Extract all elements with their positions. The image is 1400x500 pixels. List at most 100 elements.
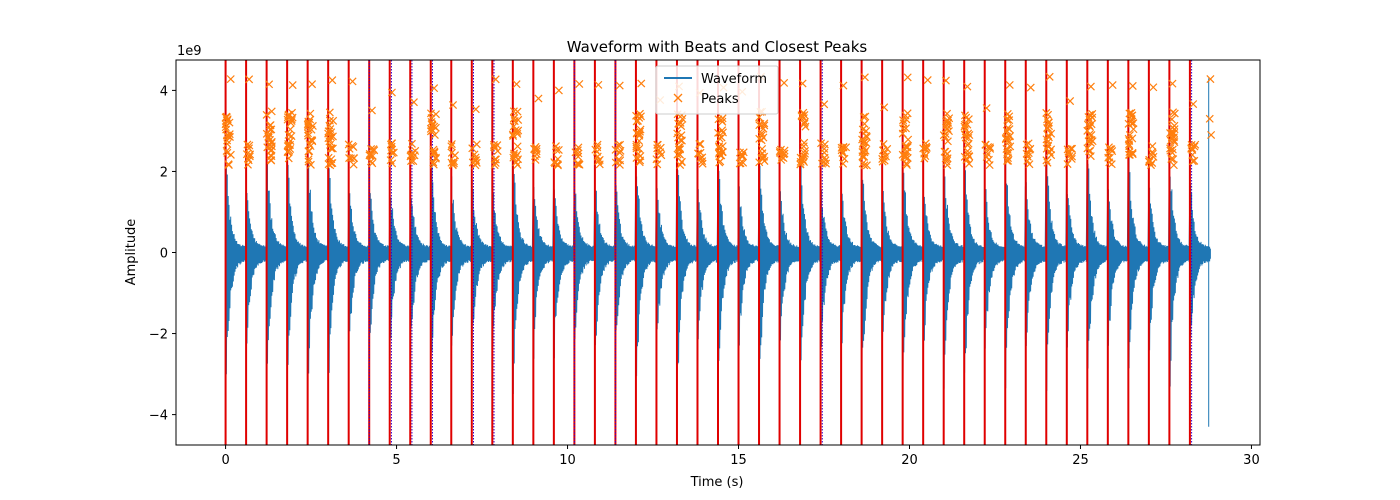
legend: Waveform Peaks <box>655 65 779 115</box>
peak-marker <box>573 159 582 168</box>
peak-marker <box>921 145 930 154</box>
legend-waveform-label: Waveform <box>701 72 767 87</box>
peak-marker <box>800 119 809 128</box>
peak-marker <box>1125 140 1134 149</box>
peak-marker <box>471 105 480 114</box>
peak-marker <box>1168 148 1177 157</box>
peak-marker <box>1042 108 1051 117</box>
peak-marker <box>1206 75 1215 84</box>
peak-marker <box>304 117 313 126</box>
peak-marker <box>1085 147 1094 156</box>
peak-marker <box>696 148 705 157</box>
peak-marker <box>553 160 562 169</box>
peak-marker <box>695 139 704 149</box>
peak-marker <box>963 82 972 91</box>
peak-markers <box>221 72 1216 170</box>
peak-marker <box>510 114 519 123</box>
peak-marker <box>531 145 540 154</box>
peak-marker <box>984 143 993 152</box>
peak-marker <box>430 148 439 157</box>
peak-marker <box>491 75 500 84</box>
peak-marker <box>286 125 295 134</box>
peak-marker <box>798 79 807 88</box>
peak-marker <box>983 149 992 158</box>
peak-marker <box>637 79 646 88</box>
peak-marker <box>1125 136 1134 145</box>
peak-marker <box>1191 140 1200 149</box>
peak-marker <box>431 153 440 162</box>
peak-marker <box>674 145 683 154</box>
peak-marker <box>573 146 582 155</box>
peak-marker <box>307 125 316 134</box>
peak-marker <box>594 80 603 89</box>
peak-marker <box>327 159 336 168</box>
peak-marker <box>449 159 458 168</box>
peak-marker <box>346 154 355 163</box>
peak-marker <box>246 150 255 159</box>
peak-marker <box>860 119 869 128</box>
x-axis-label: Time (s) <box>690 475 744 490</box>
peak-marker <box>880 103 889 112</box>
peak-marker <box>796 160 805 169</box>
peak-marker <box>243 140 252 149</box>
peak-marker <box>304 125 313 134</box>
peak-marker <box>1107 160 1116 169</box>
peak-marker <box>735 159 744 168</box>
peak-marker <box>534 94 543 103</box>
peak-marker <box>308 80 317 89</box>
peak-marker <box>365 149 374 158</box>
peak-marker <box>964 133 973 142</box>
peak-marker <box>717 151 726 160</box>
peak-marker <box>673 129 682 138</box>
peak-marker <box>226 75 235 84</box>
peak-marker <box>265 141 274 150</box>
peak-marker <box>426 127 435 136</box>
peak-marker <box>427 113 436 123</box>
peak-marker <box>491 158 500 167</box>
peak-marker <box>265 80 274 89</box>
peak-marker <box>223 116 232 125</box>
peak-marker <box>266 155 275 164</box>
peak-marker <box>757 136 766 145</box>
peak-marker <box>677 122 686 131</box>
peak-marker <box>1167 130 1176 139</box>
peak-marker <box>304 155 313 164</box>
peak-marker <box>245 75 254 84</box>
peak-marker <box>407 139 416 148</box>
peak-marker <box>839 148 848 157</box>
peak-marker <box>797 112 806 121</box>
peak-marker <box>820 144 829 153</box>
peak-marker <box>1002 144 1011 153</box>
peak-marker <box>862 139 871 148</box>
peak-marker <box>860 143 869 152</box>
peak-marker <box>901 124 910 133</box>
peak-marker <box>759 124 768 133</box>
peak-marker <box>1003 156 1012 165</box>
peak-marker <box>267 107 276 116</box>
peak-marker <box>348 77 357 86</box>
peak-marker <box>800 146 810 155</box>
peak-marker <box>328 144 337 153</box>
peak-marker <box>965 159 974 168</box>
peak-marker <box>513 129 522 138</box>
peak-marker <box>963 147 972 156</box>
peak-marker <box>757 129 766 138</box>
peak-marker <box>1170 121 1179 130</box>
x-axis-ticks: 0 5 10 15 20 25 30 <box>221 445 1260 468</box>
y-tick-label: −2 <box>149 328 168 343</box>
peak-marker <box>1169 108 1178 117</box>
peak-marker <box>1088 109 1097 118</box>
peak-marker <box>634 149 643 158</box>
peak-marker <box>1045 148 1054 157</box>
peak-marker <box>1128 81 1137 90</box>
peak-marker <box>1044 131 1053 140</box>
peak-marker <box>287 132 296 141</box>
peak-marker <box>676 136 685 145</box>
peak-marker <box>387 142 396 151</box>
peak-marker <box>283 142 292 151</box>
peak-marker <box>1125 150 1134 159</box>
peak-marker <box>756 119 765 128</box>
peak-marker <box>715 142 724 151</box>
peak-marker <box>714 128 723 137</box>
